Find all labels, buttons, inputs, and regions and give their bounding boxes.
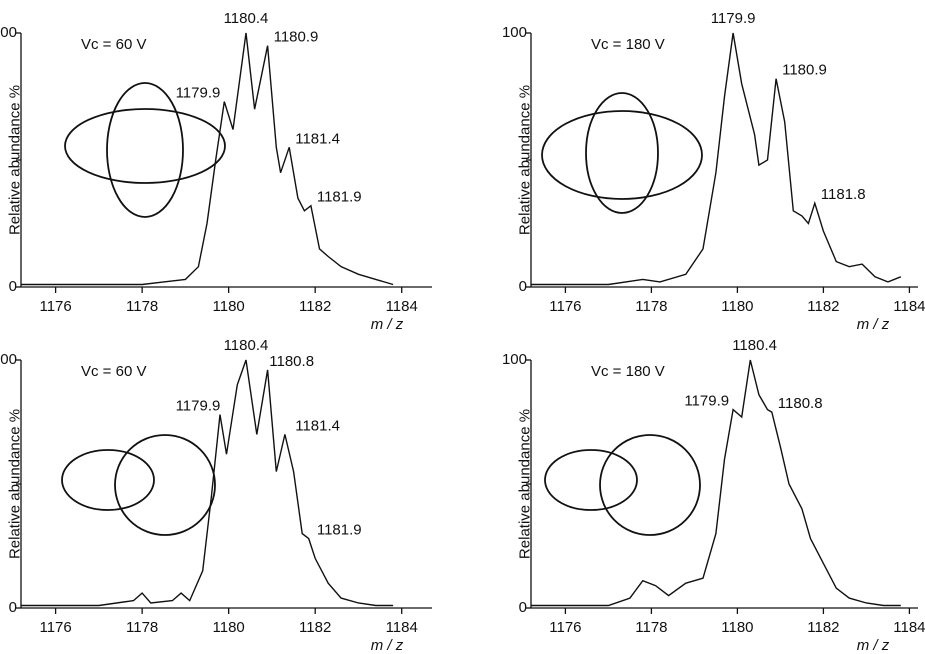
peak-label: 1180.8 (778, 395, 823, 412)
x-tick-label: 1184 (386, 298, 418, 315)
x-tick-label: 1184 (893, 298, 925, 315)
x-tick-label: 1178 (635, 298, 667, 315)
spectrum-line (531, 32, 902, 286)
y-tick-label: 100 (502, 24, 527, 41)
spectrum-line (21, 359, 394, 607)
x-tick-label: 1178 (126, 298, 158, 315)
x-tick-label: 1182 (299, 619, 331, 636)
spectrum-line (21, 32, 394, 286)
peak-label: 1180.9 (782, 62, 827, 79)
condition-label: Vc = 180 V (591, 36, 665, 53)
x-axis-label: m / z (857, 637, 890, 654)
x-tick-label: 1182 (807, 619, 839, 636)
x-tick-label: 1180 (721, 298, 753, 315)
y-tick-label: 100 (0, 351, 17, 368)
peak-label: 1180.8 (269, 353, 314, 370)
peak-label: 1179.9 (684, 393, 729, 410)
y-tick-label: 100 (502, 351, 527, 368)
peak-label: 1181.4 (295, 130, 340, 147)
x-axis-label: m / z (857, 316, 890, 333)
condition-label: Vc = 180 V (591, 363, 665, 380)
x-tick-label: 1180 (721, 619, 753, 636)
peak-label: 1181.9 (317, 522, 362, 539)
x-tick-label: 1178 (635, 619, 667, 636)
condition-label: Vc = 60 V (81, 36, 146, 53)
peak-label: 1180.4 (224, 337, 269, 354)
peak-label: 1181.9 (317, 189, 362, 206)
y-tick-label: 0 (9, 278, 17, 295)
x-tick-label: 1182 (807, 298, 839, 315)
y-axis-label: Relative abundance % (6, 85, 23, 235)
x-tick-label: 1176 (39, 619, 71, 636)
y-tick-label: 0 (519, 599, 527, 616)
x-tick-label: 1184 (893, 619, 925, 636)
x-tick-label: 1182 (299, 298, 331, 315)
peak-label: 1180.4 (732, 337, 777, 354)
condition-label: Vc = 60 V (81, 363, 146, 380)
peak-label: 1179.9 (176, 85, 221, 102)
peak-label: 1180.4 (224, 10, 269, 27)
peak-label: 1181.8 (821, 186, 866, 203)
x-tick-label: 1176 (549, 298, 581, 315)
x-tick-label: 1180 (213, 298, 245, 315)
x-tick-label: 1180 (213, 619, 245, 636)
x-axis-label: m / z (371, 637, 404, 654)
x-tick-label: 1184 (386, 619, 418, 636)
y-axis-label: Relative abundance % (6, 409, 23, 559)
x-tick-label: 1176 (39, 298, 71, 315)
y-tick-label: 0 (519, 278, 527, 295)
x-tick-label: 1176 (549, 619, 581, 636)
x-tick-label: 1178 (126, 619, 158, 636)
x-axis-label: m / z (371, 316, 404, 333)
peak-label: 1179.9 (711, 10, 756, 27)
peak-label: 1180.9 (274, 29, 319, 46)
y-axis-label: Relative abundance % (516, 409, 533, 559)
spectrum-line (531, 359, 901, 607)
peak-label: 1181.4 (295, 417, 340, 434)
inset-knot (61, 82, 703, 536)
y-tick-label: 100 (0, 24, 17, 41)
peak-label: 1179.9 (176, 398, 221, 415)
y-axis-label: Relative abundance % (516, 85, 533, 235)
y-tick-label: 0 (9, 599, 17, 616)
